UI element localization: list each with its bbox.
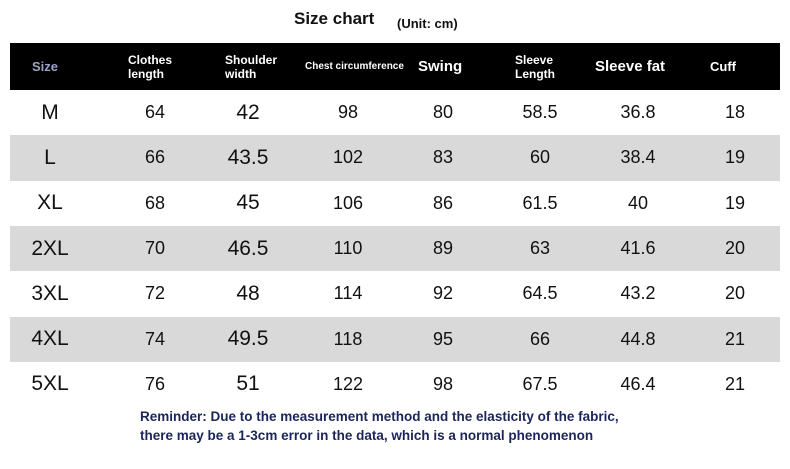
reminder: Reminder: Due to the measurement method …: [140, 407, 619, 445]
table-cell: 2XL: [31, 236, 69, 260]
table-cell: 67.5: [522, 373, 558, 394]
table-cell: 64.5: [522, 283, 558, 304]
table-cell: L: [44, 145, 56, 169]
table-cell: 92: [432, 283, 454, 304]
table-cell: 70: [144, 238, 166, 259]
table-cell: 102: [332, 147, 364, 168]
table-cell: 18: [724, 102, 746, 123]
table-cell: 42: [236, 100, 260, 124]
table-row: XL 68 45 106 86 61.5 40 19: [10, 181, 780, 226]
table-cell: M: [41, 100, 59, 124]
table-cell: 83: [432, 147, 454, 168]
table-cell: 38.4: [620, 147, 656, 168]
table-cell: 19: [724, 192, 746, 213]
table-cell: 89: [432, 238, 454, 259]
table-cell: 64: [144, 102, 166, 123]
table-cell: 19: [724, 147, 746, 168]
table-cell: 95: [432, 328, 454, 349]
table-cell: 43.2: [620, 283, 656, 304]
reminder-line: there may be a 1-3cm error in the data, …: [140, 428, 594, 443]
table-cell: 98: [337, 102, 359, 123]
table-cell: 122: [332, 373, 364, 394]
table-row: 3XL 72 48 114 92 64.5 43.2 20: [10, 271, 780, 316]
table-cell: 68: [144, 192, 166, 213]
table-cell: 106: [332, 192, 364, 213]
table-cell: 36.8: [620, 102, 656, 123]
table-cell: 43.5: [227, 145, 269, 169]
column-header: Sleeve fat: [595, 57, 666, 75]
table-cell: 61.5: [522, 192, 558, 213]
table-cell: 45: [236, 191, 260, 215]
table-cell: 46.5: [227, 236, 269, 260]
table-cell: 20: [724, 283, 746, 304]
column-header: Sleeve Length: [515, 52, 555, 81]
table-cell: 21: [724, 328, 746, 349]
table-cell: 80: [432, 102, 454, 123]
table-row: L 66 43.5 102 83 60 38.4 19: [10, 135, 780, 181]
table-cell: 41.6: [620, 238, 656, 259]
table-cell: 63: [529, 238, 551, 259]
table-cell: 72: [144, 283, 166, 304]
table-header: Size Clothes length Shoulder width Chest ci…: [10, 43, 780, 90]
table-cell: 76: [144, 373, 166, 394]
unit: (Unit: cm): [397, 16, 458, 31]
column-header: Chest circumference: [305, 60, 404, 72]
table-cell: 48: [236, 281, 260, 305]
table-cell: 5XL: [31, 372, 69, 396]
table-cell: 20: [724, 238, 746, 259]
table-row: M 64 42 98 80 58.5 36.8 18: [10, 90, 780, 135]
table-cell: 51: [236, 372, 260, 396]
table-cell: 66: [144, 147, 166, 168]
column-header: Shoulder width: [225, 52, 278, 81]
table-row: 5XL 76 51 122 98 67.5 46.4 21: [10, 362, 780, 407]
column-header: Swing: [418, 57, 463, 75]
table-cell: 118: [333, 328, 363, 349]
table-cell: 49.5: [227, 327, 269, 351]
table-cell: 110: [333, 238, 363, 259]
title: Size chart: [294, 9, 375, 28]
table-cell: 74: [144, 328, 166, 349]
table-cell: 60: [529, 147, 551, 168]
table-cell: 44.8: [620, 328, 656, 349]
table-cell: 86: [432, 192, 454, 213]
table-cell: 58.5: [522, 102, 558, 123]
table-row: 4XL 74 49.5 118 95 66 44.8 21: [10, 316, 780, 362]
table-cell: 98: [432, 373, 454, 394]
table-cell: 66: [529, 328, 551, 349]
column-header: Size: [32, 58, 59, 74]
table-cell: 114: [333, 283, 363, 304]
reminder-line: Reminder: Due to the measurement method …: [140, 409, 619, 424]
table-cell: 3XL: [31, 281, 69, 305]
table-cell: XL: [37, 191, 63, 215]
column-header: Cuff: [710, 58, 736, 74]
table-cell: 4XL: [31, 327, 69, 351]
table-cell: 40: [627, 192, 649, 213]
table-cell: 46.4: [620, 373, 656, 394]
column-header: Clothes length: [128, 52, 173, 81]
table-cell: 21: [724, 373, 746, 394]
table-row: 2XL 70 46.5 110 89 63 41.6 20: [10, 225, 780, 272]
